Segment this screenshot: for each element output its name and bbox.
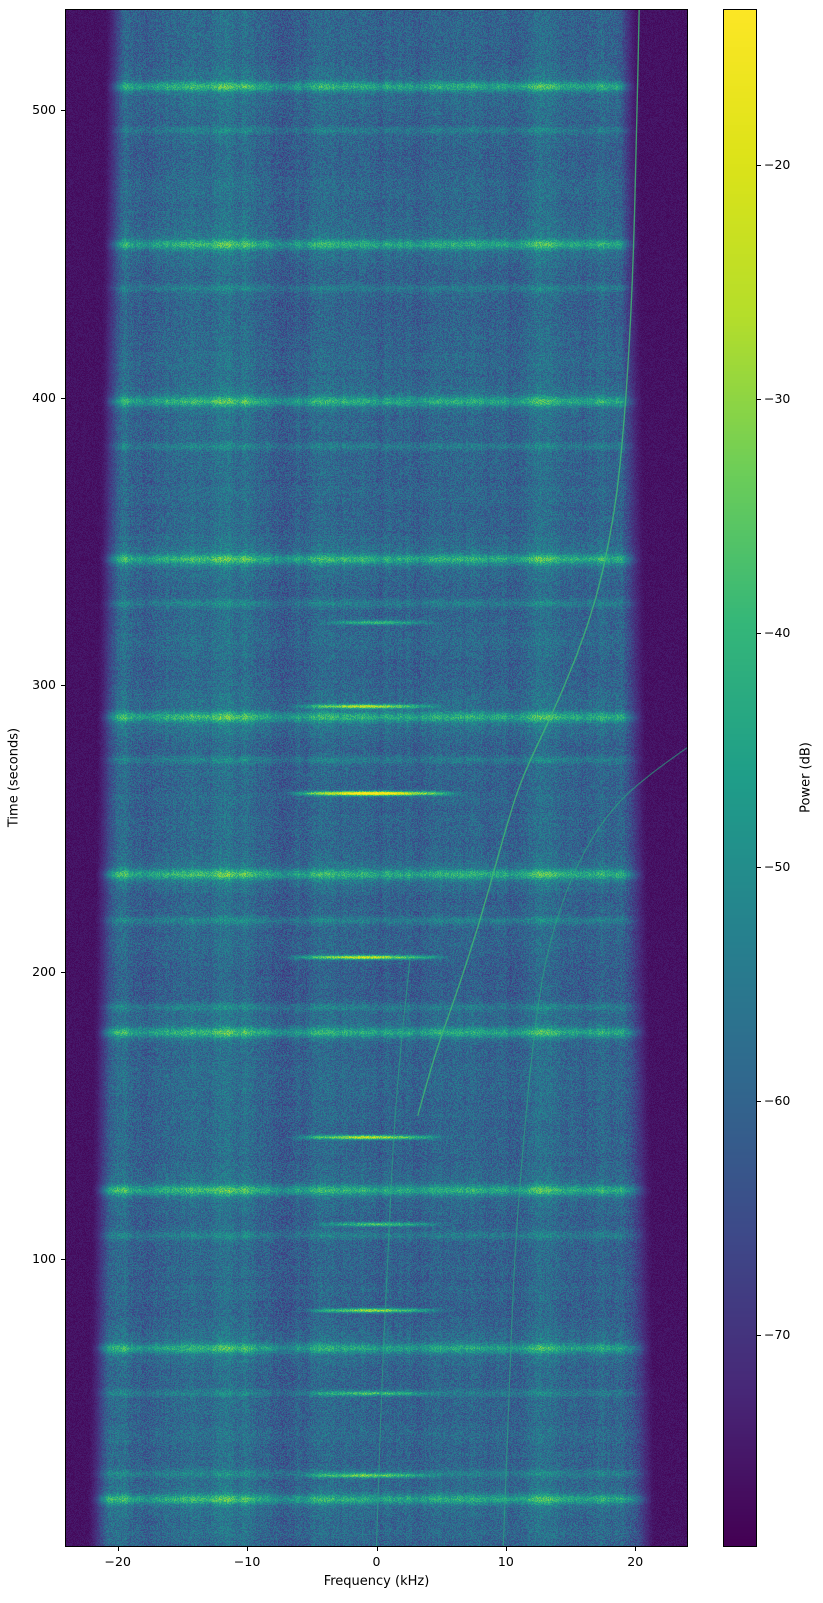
x-tick-mark bbox=[117, 1547, 119, 1551]
x-tick-mark bbox=[376, 1547, 378, 1551]
x-tick-label: 0 bbox=[372, 1554, 381, 1569]
y-tick-label: 100 bbox=[32, 1250, 56, 1266]
x-tick-label: 10 bbox=[497, 1554, 514, 1569]
y-tick-mark bbox=[61, 684, 65, 686]
x-tick-label: 20 bbox=[627, 1554, 644, 1569]
spectrogram-heatmap bbox=[65, 9, 688, 1547]
y-tick-label: 300 bbox=[32, 676, 56, 692]
x-tick-mark bbox=[247, 1547, 249, 1551]
y-tick-mark bbox=[61, 110, 65, 112]
colorbar-tick-label: −30 bbox=[764, 390, 791, 406]
colorbar-tick-label: −50 bbox=[764, 858, 791, 874]
y-tick-mark bbox=[61, 1258, 65, 1260]
colorbar-tick-mark bbox=[757, 1101, 761, 1103]
x-tick-mark bbox=[505, 1547, 507, 1551]
colorbar-tick-label: −60 bbox=[764, 1093, 791, 1109]
colorbar-tick-label: −40 bbox=[764, 624, 791, 640]
colorbar bbox=[723, 9, 757, 1547]
colorbar-tick-mark bbox=[757, 632, 761, 634]
y-tick-mark bbox=[61, 971, 65, 973]
colorbar-tick-label: −20 bbox=[764, 156, 791, 172]
colorbar-tick-mark bbox=[757, 398, 761, 400]
y-tick-label: 400 bbox=[32, 389, 56, 405]
colorbar-tick-label: −70 bbox=[764, 1327, 791, 1343]
y-tick-label: 200 bbox=[32, 963, 56, 979]
x-tick-label: −10 bbox=[233, 1554, 261, 1569]
x-tick-label: −20 bbox=[104, 1554, 131, 1569]
y-axis-label: Time (seconds) bbox=[6, 727, 22, 828]
y-tick-mark bbox=[61, 397, 65, 399]
y-tick-label: 500 bbox=[32, 102, 56, 118]
colorbar-label: Power (dB) bbox=[798, 742, 814, 813]
colorbar-tick-mark bbox=[757, 164, 761, 166]
colorbar-tick-mark bbox=[757, 1335, 761, 1337]
colorbar-tick-mark bbox=[757, 866, 761, 868]
x-axis-label: Frequency (kHz) bbox=[323, 1574, 430, 1589]
x-tick-mark bbox=[635, 1547, 637, 1551]
